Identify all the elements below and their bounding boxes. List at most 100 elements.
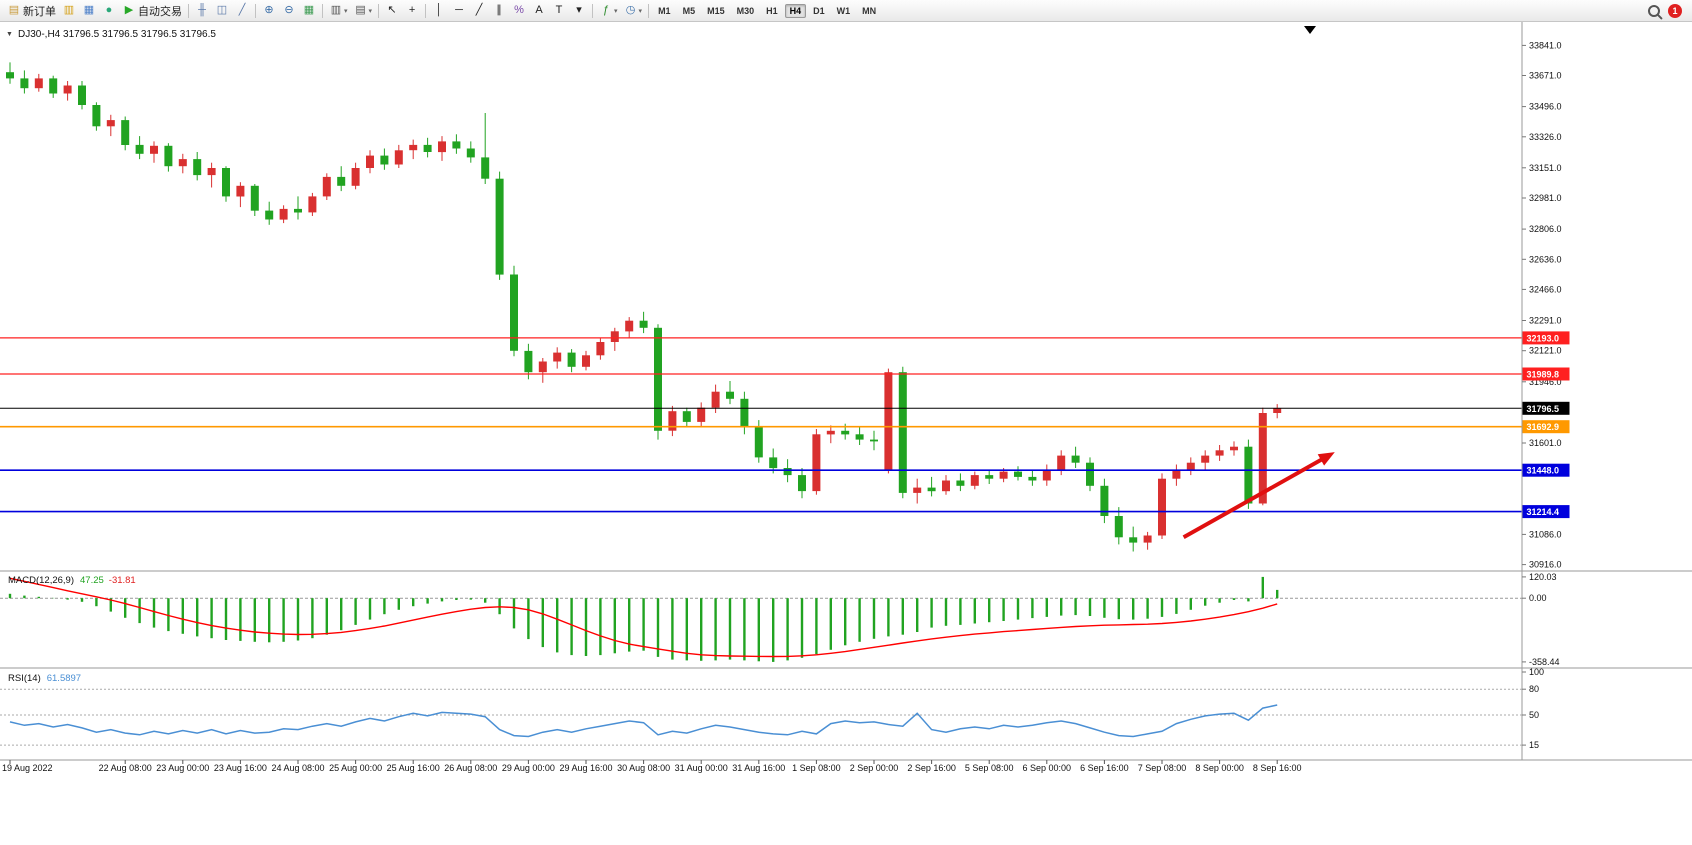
time-axis-label: 6 Sep 16:00 (1080, 763, 1129, 773)
bull-candle (668, 411, 677, 431)
price-tag-label: 31692.9 (1527, 422, 1560, 432)
cursor-icon[interactable]: ↖ (382, 1, 402, 21)
bear-candle (783, 468, 792, 476)
chart-profiles-icon[interactable]: ▤ ▾ (351, 1, 376, 21)
price-axis-label: 32291.0 (1529, 316, 1562, 326)
bull-candle (150, 145, 158, 154)
price-tag[interactable] (1522, 401, 1570, 415)
price-tag[interactable] (1522, 505, 1570, 519)
chart-collapse-icon[interactable]: ▼ (6, 31, 13, 38)
bear-candle (1086, 462, 1094, 486)
timeframe-button-d1[interactable]: D1 (813, 5, 825, 16)
candlestick-chart-icon[interactable]: ◫ (212, 1, 232, 21)
toolbar-separator (425, 3, 427, 18)
time-axis-label: 25 Aug 16:00 (387, 763, 440, 773)
chevron-down-icon: ▾ (614, 7, 618, 15)
bull-candle (553, 352, 562, 362)
bear-candle (1100, 485, 1109, 516)
rsi-axis-label: 50 (1529, 710, 1539, 720)
timeframe-button-h1[interactable]: H1 (766, 5, 778, 16)
price-axis-label: 33841.0 (1529, 40, 1562, 50)
bull-candle (207, 168, 216, 176)
chart-shift-marker[interactable] (1304, 26, 1316, 34)
timeframe-button-m15[interactable]: M15 (707, 5, 725, 16)
time-axis-label: 23 Aug 16:00 (214, 763, 267, 773)
toolbar-separator (378, 3, 380, 18)
bear-candle (452, 141, 461, 149)
bull-candle (236, 185, 245, 197)
toolbar-separator (255, 3, 256, 18)
crosshair-icon: + (408, 4, 416, 16)
text-label-icon: T (555, 4, 563, 16)
line-chart-icon[interactable]: ╱ (232, 1, 252, 21)
trend-arrow[interactable] (1182, 455, 1328, 540)
bull-candle (826, 430, 835, 435)
timeframe-button-h4[interactable]: H4 (784, 3, 807, 18)
indicators-icon: ƒ (602, 4, 610, 16)
refresh-icon[interactable]: ● (99, 1, 119, 21)
bear-candle (870, 439, 878, 442)
bar-chart-icon[interactable]: ╫ (192, 1, 212, 21)
time-axis-label: 30 Aug 08:00 (617, 763, 670, 773)
new-order-button[interactable]: ▤ 新订单 (4, 1, 59, 21)
trend-arrow-head[interactable] (1317, 452, 1335, 466)
horizontal-line-icon[interactable]: ─ (449, 1, 469, 21)
vertical-line-icon[interactable]: │ (429, 1, 449, 21)
timeframe-button-m5[interactable]: M5 (682, 5, 696, 16)
auto-trading-button[interactable]: ▶ 自动交易 (119, 1, 185, 21)
profiles-icon: ▥ (63, 4, 75, 16)
time-axis-label: 2 Sep 00:00 (850, 763, 899, 773)
bear-candle (654, 327, 662, 431)
chevron-down-icon: ▾ (368, 7, 373, 15)
notification-badge[interactable]: 1 (1668, 3, 1682, 18)
text-label-icon[interactable]: T (549, 1, 569, 21)
equidistant-channel-icon[interactable]: ∥ (489, 1, 509, 21)
timeframe-button-m30[interactable]: M30 (736, 5, 755, 16)
bull-candle (409, 144, 418, 151)
bull-candle (582, 355, 590, 367)
periods-icon[interactable]: ◷ ▾ (621, 1, 646, 21)
price-tag[interactable] (1522, 331, 1570, 345)
timeframe-button-mn[interactable]: MN (862, 5, 877, 16)
tile-windows-icon[interactable]: ▦ (299, 1, 319, 21)
trendline-icon[interactable]: ╱ (469, 1, 489, 21)
indicators-icon[interactable]: ƒ ▾ (596, 1, 621, 21)
chart-header: DJ30-,H4 31796.5 31796.5 31796.5 31796.5 (18, 29, 216, 40)
time-axis-label: 19 Aug 2022 (2, 763, 53, 773)
zoom-in-icon[interactable]: ⊕ (259, 1, 279, 21)
zoom-out-icon[interactable]: ⊖ (279, 1, 299, 21)
price-tag[interactable] (1522, 463, 1570, 477)
price-axis-label: 32121.0 (1529, 346, 1562, 356)
time-axis-label: 22 Aug 08:00 (99, 763, 152, 773)
text-icon[interactable]: A (529, 1, 549, 21)
price-axis-label: 33326.0 (1529, 132, 1562, 142)
bear-candle (510, 274, 518, 351)
refresh-icon: ● (105, 4, 113, 16)
macd-label: MACD(12,26,9) 47.25 -31.81 (8, 575, 136, 586)
bear-candle (193, 159, 202, 176)
profiles-icon[interactable]: ▥ (59, 1, 79, 21)
candlestick-chart-icon: ◫ (216, 4, 228, 16)
crosshair-icon[interactable]: + (402, 1, 422, 21)
auto-trading-button: ▶ (124, 4, 134, 16)
print-preview-icon[interactable]: ▦ (79, 1, 99, 21)
bull-candle (366, 155, 374, 168)
timeframe-button-m1[interactable]: M1 (658, 5, 671, 16)
bear-candle (466, 148, 475, 158)
new-chart-icon[interactable]: ▥ ▾ (326, 1, 351, 21)
search-icon[interactable] (1648, 4, 1660, 17)
arrows-icon[interactable]: ▾ (569, 1, 589, 21)
timeframe-button-w1[interactable]: W1 (836, 5, 851, 16)
bull-candle (178, 159, 187, 167)
bear-candle (222, 168, 230, 197)
fibonacci-icon[interactable]: % (509, 1, 529, 21)
bull-candle (538, 361, 547, 373)
time-axis-label: 29 Aug 16:00 (559, 763, 612, 773)
bear-candle (1028, 476, 1037, 481)
price-tag[interactable] (1522, 420, 1570, 434)
price-tag[interactable] (1522, 367, 1570, 381)
fibonacci-icon: % (514, 4, 524, 16)
bear-candle (898, 372, 907, 493)
price-tag-label: 31448.0 (1527, 466, 1560, 476)
